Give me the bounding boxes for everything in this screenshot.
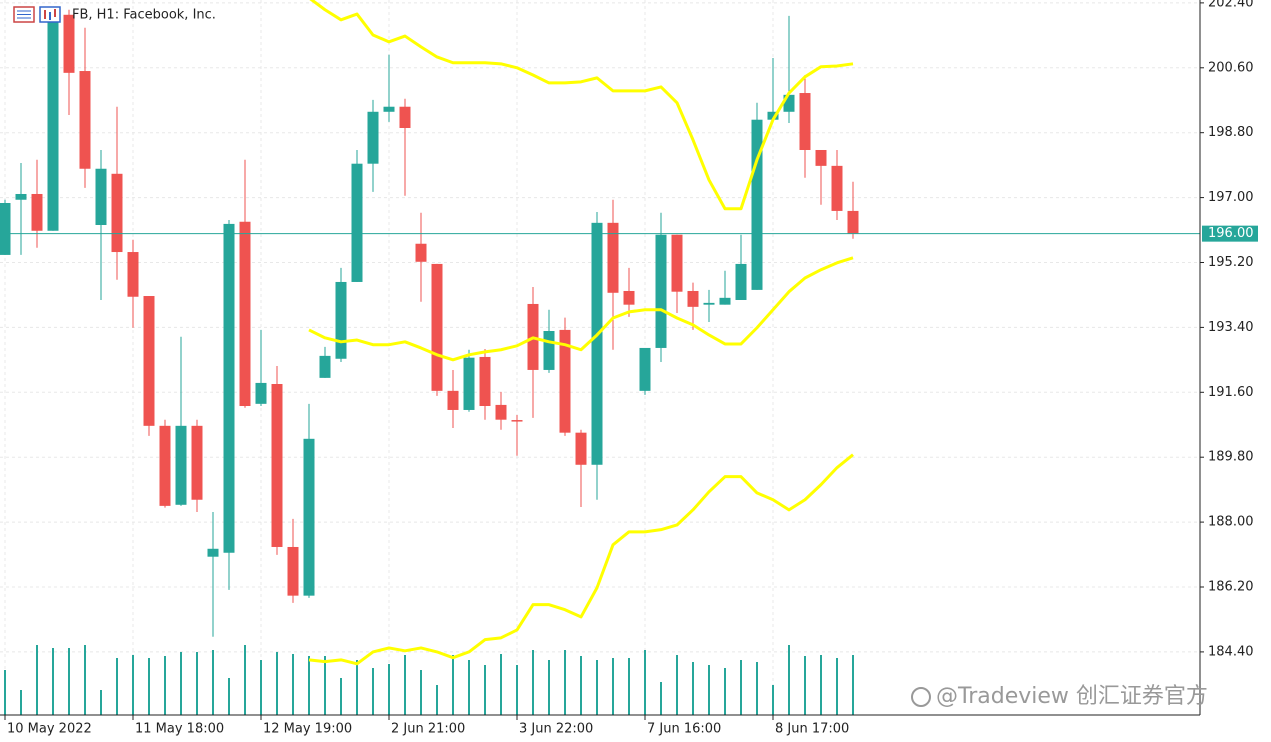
y-tick-label: 200.60 <box>1208 60 1254 75</box>
candle-body <box>95 168 107 225</box>
candle-body <box>303 438 315 596</box>
plot: 202.40 200.60 198.80 197.00 195.20 193.40 191.… <box>0 0 1254 737</box>
candle-body <box>335 281 347 359</box>
candle-body <box>575 432 587 465</box>
candle-body <box>623 290 635 305</box>
candle-body <box>31 193 43 231</box>
candle-body <box>79 71 91 169</box>
candle-body <box>783 94 795 112</box>
x-tick-label: 11 May 18:00 <box>135 722 224 737</box>
candle-body <box>687 290 699 307</box>
y-tick-label: 188.00 <box>1208 515 1254 530</box>
watermark-text: @Tradeview 创汇证券官方 <box>936 684 1208 709</box>
candle-body <box>463 357 475 410</box>
y-tick-label: 189.80 <box>1208 450 1254 465</box>
candle-body <box>159 425 171 506</box>
candle-body <box>383 106 395 112</box>
candle-body <box>831 165 843 211</box>
candle-body <box>143 296 155 426</box>
candle-body <box>671 234 683 292</box>
candle-body <box>479 356 491 406</box>
x-tick-label: 7 Jun 16:00 <box>647 722 721 737</box>
y-tick-label: 202.40 <box>1208 0 1254 10</box>
candle-body <box>735 263 747 300</box>
y-tick-label: 186.20 <box>1208 579 1254 594</box>
candle-body <box>47 18 59 231</box>
chart-icon <box>13 6 61 23</box>
candle-body <box>607 222 619 293</box>
candle-body <box>351 163 363 282</box>
y-tick-label: 184.40 <box>1208 644 1254 659</box>
candle-body <box>207 548 219 557</box>
candle-body <box>767 111 779 120</box>
candle-body <box>287 546 299 596</box>
y-tick-label: 193.40 <box>1208 320 1254 335</box>
y-tick-label: 197.00 <box>1208 190 1254 205</box>
candle-body <box>799 93 811 150</box>
candle-body <box>175 425 187 505</box>
candle-body <box>751 119 763 290</box>
x-tick-label: 12 May 19:00 <box>263 722 352 737</box>
candle-body <box>223 223 235 553</box>
x-tick-label: 8 Jun 17:00 <box>775 722 849 737</box>
candle-body <box>703 302 715 305</box>
current-price-box <box>1202 225 1258 242</box>
candle-body <box>655 234 667 348</box>
candle-body <box>815 149 827 166</box>
band-line <box>309 0 854 211</box>
candle-body <box>367 111 379 164</box>
candle-body <box>191 425 203 500</box>
candle-body <box>399 106 411 129</box>
y-tick-label: 198.80 <box>1208 125 1254 140</box>
candle-body <box>0 202 11 255</box>
x-tick-label: 3 Jun 22:00 <box>519 722 593 737</box>
candle-body <box>447 390 459 410</box>
x-tick-label: 10 May 2022 <box>7 722 92 737</box>
candle-body <box>543 330 555 370</box>
candle-body <box>63 14 75 73</box>
candle-body <box>255 382 267 404</box>
candle-body <box>271 384 283 547</box>
band-line <box>308 256 854 362</box>
candle-body <box>319 355 331 378</box>
candle-body <box>719 297 731 305</box>
x-tick-label: 2 Jun 21:00 <box>391 722 465 737</box>
current-price-label: 196.00 <box>1208 226 1254 241</box>
candle-body <box>591 222 603 465</box>
candle-body <box>495 404 507 420</box>
candle-body <box>511 420 523 422</box>
band-line <box>308 453 854 666</box>
candle-body <box>111 173 123 253</box>
y-tick-label: 195.20 <box>1208 255 1254 270</box>
candle-body <box>431 263 443 391</box>
candle-body <box>415 243 427 262</box>
watermark: @Tradeview 创汇证券官方 <box>911 684 1208 709</box>
candle-body <box>639 347 651 391</box>
chart-title: FB, H1: Facebook, Inc. <box>72 8 216 23</box>
candle-body <box>559 329 571 433</box>
y-tick-label: 191.60 <box>1208 385 1254 400</box>
candle-body <box>239 221 251 406</box>
candle-body <box>847 210 859 234</box>
candle-body <box>15 193 27 200</box>
candle-body <box>127 252 139 297</box>
